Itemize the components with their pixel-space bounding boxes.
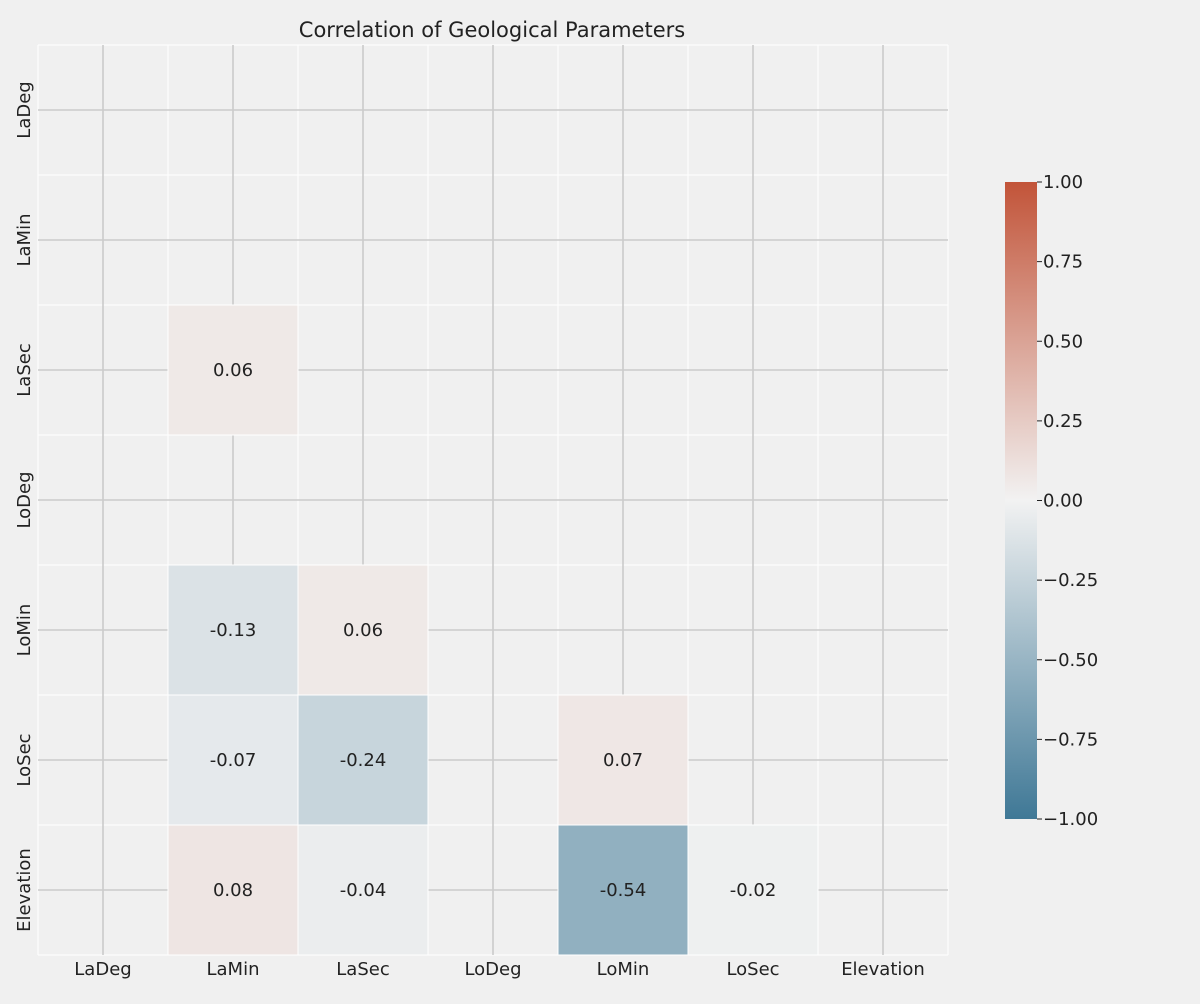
y-tick-label: Elevation [14,848,35,932]
x-tick-label: LaMin [207,959,260,980]
y-tick-label: LaMin [14,214,35,267]
heatmap-cell [167,824,299,956]
heatmap-cell [297,824,429,956]
y-tick-labels: LaDeg LaMin LaSec LoDeg LoMin LoSec Elevation [14,81,35,932]
cell-value-label: 0.07 [603,750,643,771]
y-tick-label: LoSec [14,733,35,786]
y-tick-label: LaDeg [14,81,35,138]
heatmap-cell [167,304,299,436]
cell-value-label: -0.13 [210,620,257,641]
heatmap-cell [167,694,299,826]
cell-value-label: -0.24 [340,750,387,771]
chart-title: Correlation of Geological Parameters [299,18,685,42]
x-tick-label: LaSec [336,959,389,980]
colorbar-tick-label: 0.75 [1043,252,1083,273]
cell-value-label: -0.07 [210,750,257,771]
x-tick-label: LoSec [726,959,779,980]
x-tick-label: LaDeg [74,959,131,980]
y-tick-label: LaSec [14,343,35,396]
colorbar-tick-label: 0.50 [1043,331,1083,352]
cell-value-label: 0.08 [213,880,253,901]
colorbar-tick-label: 1.00 [1043,172,1083,193]
cell-value-label: -0.02 [730,880,777,901]
y-tick-label: LoMin [14,604,35,657]
colorbar-tick-label: −0.50 [1043,650,1098,671]
x-tick-labels: LaDeg LaMin LaSec LoDeg LoMin LoSec Elevation [74,959,925,980]
heatmap-cell [167,564,299,696]
heatmap-cell [557,694,689,826]
colorbar-tick-label: −1.00 [1043,809,1098,830]
heatmap-cell [297,694,429,826]
colorbar-tick-label: 0.00 [1043,491,1083,512]
heatmap-cell [557,824,689,956]
cell-value-label: 0.06 [213,360,253,381]
colorbar-tick-label: −0.75 [1043,729,1098,750]
y-tick-label: LoDeg [14,471,35,528]
heatmap-cell [687,824,819,956]
x-tick-label: LoMin [597,959,650,980]
colorbar-gradient [1005,182,1037,819]
x-tick-label: Elevation [841,959,925,980]
cell-value-label: -0.04 [340,880,387,901]
colorbar: 1.00 0.75 0.50 0.25 0.00 −0.25 −0.50 −0.75 −1.00 [1005,172,1098,830]
heatmap-cell [297,564,429,696]
heatmap-cells: 0.06 -0.13 0.06 -0.07 -0.24 0.07 0.08 -0.04 -0.5… [167,304,819,956]
cell-value-label: 0.06 [343,620,383,641]
cell-value-label: -0.54 [600,880,647,901]
colorbar-tick-label: 0.25 [1043,411,1083,432]
colorbar-tick-label: −0.25 [1043,570,1098,591]
x-tick-label: LoDeg [464,959,521,980]
